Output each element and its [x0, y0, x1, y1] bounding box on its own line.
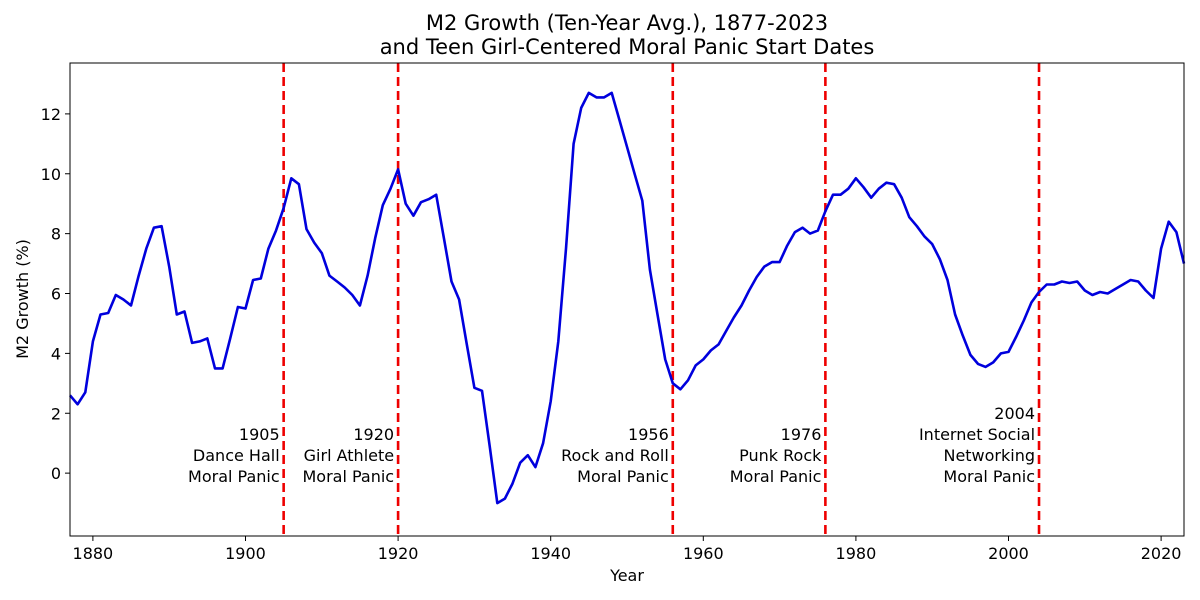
- series-line-m2-growth: [69, 91, 1186, 505]
- x-tick-label: 1960: [683, 544, 724, 563]
- moral-panic-annotation: 1905: [239, 425, 280, 444]
- x-tick-label: 2000: [988, 544, 1029, 563]
- y-tick-label: 12: [41, 105, 61, 124]
- y-tick-label: 0: [51, 464, 61, 483]
- y-tick-label: 10: [41, 165, 61, 184]
- moral-panic-annotation: 1920: [353, 425, 394, 444]
- plot-frame: [69, 62, 1185, 537]
- moral-panic-lines: [282, 63, 1041, 536]
- x-axis-label: Year: [609, 566, 644, 585]
- moral-panic-annotation: 1956: [628, 425, 669, 444]
- chart-title: M2 Growth (Ten-Year Avg.), 1877-2023: [426, 11, 828, 35]
- moral-panic-annotation: Moral Panic: [302, 467, 394, 486]
- y-tick-label: 6: [51, 285, 61, 304]
- moral-panic-annotation: Moral Panic: [730, 467, 822, 486]
- x-tick-label: 1900: [225, 544, 266, 563]
- moral-panic-annotation: 2004: [994, 404, 1035, 423]
- y-axis-label: M2 Growth (%): [13, 239, 32, 359]
- moral-panic-annotation: Networking: [943, 446, 1035, 465]
- annotations: 1905 Dance Hall Moral Panic 1920 Girl Athlet…: [188, 404, 1035, 486]
- moral-panic-annotation: Punk Rock: [739, 446, 822, 465]
- x-tick-label: 1980: [836, 544, 877, 563]
- moral-panic-annotation: 1976: [781, 425, 822, 444]
- y-tick-label: 2: [51, 404, 61, 423]
- chart-subtitle: and Teen Girl-Centered Moral Panic Start…: [380, 35, 875, 59]
- moral-panic-annotation: Girl Athlete: [304, 446, 394, 465]
- moral-panic-annotation: Internet Social: [919, 425, 1035, 444]
- x-tick-label: 1940: [530, 544, 571, 563]
- x-tick-label: 1920: [378, 544, 419, 563]
- y-tick-label: 8: [51, 225, 61, 244]
- x-axis-ticks: 1880 1900 1920 1940 1960 1980 2000 2020: [73, 536, 1182, 563]
- moral-panic-annotation: Moral Panic: [943, 467, 1035, 486]
- y-tick-label: 4: [51, 344, 61, 363]
- series-layer: [69, 91, 1186, 505]
- x-tick-label: 1880: [73, 544, 114, 563]
- moral-panic-annotation: Dance Hall: [193, 446, 280, 465]
- moral-panic-annotation: Moral Panic: [577, 467, 669, 486]
- y-axis-ticks: 0 2 4 6 8 10 12: [41, 105, 70, 483]
- moral-panic-annotation: Moral Panic: [188, 467, 280, 486]
- moral-panic-annotation: Rock and Roll: [561, 446, 669, 465]
- x-tick-label: 2020: [1141, 544, 1182, 563]
